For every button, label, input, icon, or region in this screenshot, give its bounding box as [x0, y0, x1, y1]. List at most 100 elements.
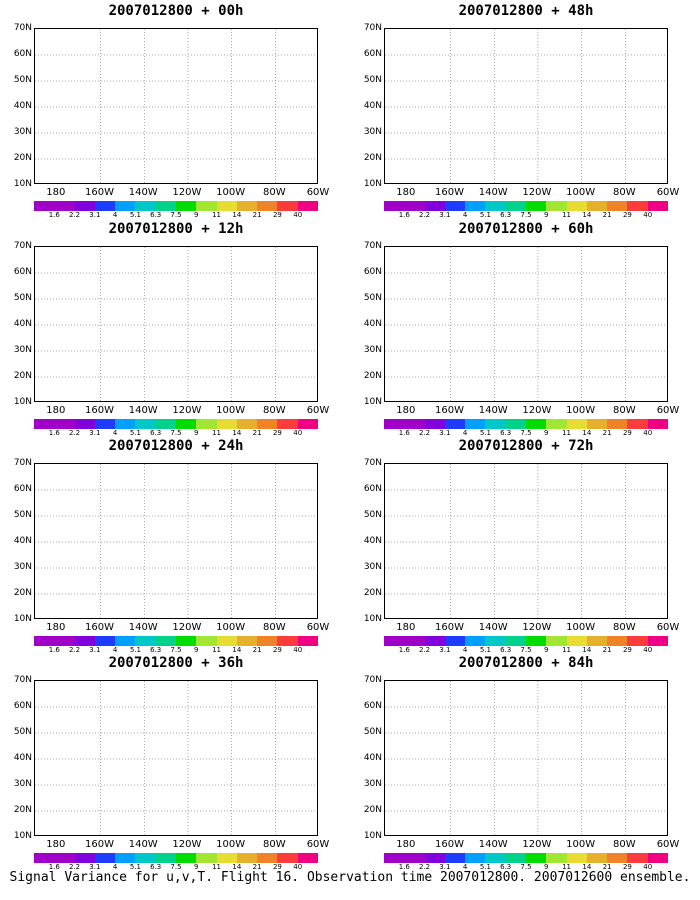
colorbar-label: 40 — [643, 211, 653, 219]
colorbar-swatch — [505, 419, 526, 429]
latitude-label: 20N — [363, 805, 382, 815]
latitude-label: 50N — [363, 293, 382, 303]
colorbar-swatch — [424, 201, 445, 211]
colorbar-swatch — [135, 636, 156, 646]
colorbar-swatch — [647, 853, 668, 863]
colorbar-label: 3.1 — [89, 429, 101, 437]
colorbar-swatch — [297, 636, 318, 646]
colorbar-label: 5.1 — [479, 646, 491, 654]
latitude-label: 40N — [363, 536, 382, 546]
colorbar-labels: 1.6 2.2 3.1 4 5.1 6.3 7.5 9 11 14 21 29 40 — [384, 429, 668, 439]
colorbar-label: 29 — [272, 863, 282, 871]
colorbar-swatch — [404, 201, 425, 211]
variance-map — [34, 463, 318, 619]
colorbar-swatch — [257, 201, 278, 211]
colorbar-swatch — [115, 636, 136, 646]
colorbar-swatch — [566, 419, 587, 429]
longitude-label: 80W — [612, 405, 636, 416]
colorbar-swatch — [485, 853, 506, 863]
colorbar-label: 7.5 — [170, 429, 182, 437]
longitude-label: 100W — [216, 839, 246, 850]
latitude-label: 20N — [13, 805, 32, 815]
longitude-label: 180 — [396, 622, 416, 633]
latitude-label: 30N — [363, 345, 382, 355]
latitude-label: 70N — [13, 675, 32, 685]
colorbar-swatch — [586, 201, 608, 211]
variance-map — [34, 680, 318, 836]
longitude-label: 160W — [435, 405, 465, 416]
latitude-label: 20N — [13, 371, 32, 381]
colorbar-swatch — [485, 419, 506, 429]
map-panel: 2007012800 + 72h 70N 60N 50N 40N 30N 20N 10N 180… — [350, 435, 690, 657]
colorbar-swatch — [525, 201, 547, 211]
colorbar-label: 21 — [602, 646, 612, 654]
colorbar-label: 5.1 — [479, 429, 491, 437]
colorbar-label: 6.3 — [500, 211, 512, 219]
latitude-label: 60N — [363, 49, 382, 59]
colorbar-label: 4 — [112, 646, 118, 654]
colorbar-label: 3.1 — [439, 211, 451, 219]
longitude-label: 140W — [478, 839, 508, 850]
latitude-label: 50N — [363, 510, 382, 520]
panel-title: 2007012800 + 84h — [458, 655, 594, 671]
colorbar-label: 9 — [544, 646, 549, 654]
colorbar-swatch — [54, 419, 75, 429]
longitude-label: 80W — [612, 187, 636, 198]
longitude-label: 60W — [306, 622, 330, 633]
colorbar-label: 29 — [272, 646, 282, 654]
colorbar-swatch — [505, 201, 526, 211]
latitude-label: 30N — [13, 562, 32, 572]
longitude-label: 140W — [128, 622, 158, 633]
latitude-label: 70N — [363, 458, 382, 468]
colorbar-label: 21 — [602, 863, 612, 871]
colorbar-swatch — [444, 201, 466, 211]
latitude-label: 10N — [363, 614, 382, 624]
latitude-label: 60N — [13, 701, 32, 711]
panel-title: 2007012800 + 12h — [108, 221, 244, 237]
latitude-label: 70N — [363, 23, 382, 33]
colorbar-swatch — [196, 853, 217, 863]
latitude-label: 70N — [13, 23, 32, 33]
colorbar-swatch — [424, 853, 445, 863]
colorbar-swatch — [216, 853, 237, 863]
colorbar-labels: 1.6 2.2 3.1 4 5.1 6.3 7.5 9 11 14 21 29 40 — [384, 646, 668, 656]
colorbar-label: 11 — [212, 863, 222, 871]
colorbar-swatch — [297, 419, 318, 429]
latitude-label: 20N — [13, 153, 32, 163]
latitude-label: 50N — [13, 293, 32, 303]
latitude-label: 30N — [363, 562, 382, 572]
colorbar-label: 4 — [112, 429, 118, 437]
colorbar-label: 7.5 — [170, 646, 182, 654]
colorbar — [34, 419, 318, 429]
longitude-label: 140W — [128, 187, 158, 198]
colorbar-swatch — [404, 853, 425, 863]
colorbar-swatch — [607, 201, 628, 211]
longitude-label: 140W — [478, 187, 508, 198]
colorbar-label: 14 — [582, 646, 592, 654]
longitude-label: 100W — [566, 187, 596, 198]
colorbar-swatch — [404, 419, 425, 429]
colorbar-swatch — [236, 853, 258, 863]
colorbar-swatch — [54, 636, 75, 646]
colorbar-label: 9 — [544, 863, 549, 871]
colorbar-label: 14 — [232, 429, 242, 437]
latitude-label: 40N — [13, 753, 32, 763]
colorbar-label: 3.1 — [89, 646, 101, 654]
colorbar-label: 2.2 — [68, 429, 81, 437]
colorbar-swatch — [175, 853, 197, 863]
map-panel: 2007012800 + 36h 70N 60N 50N 40N 30N 20N 10N 180… — [0, 652, 340, 874]
colorbar-label: 9 — [544, 211, 549, 219]
latitude-label: 70N — [363, 675, 382, 685]
colorbar-swatch — [216, 419, 237, 429]
colorbar-swatch — [74, 636, 95, 646]
colorbar-label: 11 — [212, 211, 222, 219]
colorbar-label: 1.6 — [398, 646, 410, 654]
colorbar-swatch — [297, 853, 318, 863]
colorbar-label: 40 — [643, 429, 653, 437]
colorbar-label: 4 — [112, 863, 118, 871]
colorbar-label: 1.6 — [48, 646, 60, 654]
longitude-label: 180 — [396, 839, 416, 850]
longitude-label: 120W — [172, 839, 202, 850]
latitude-label: 20N — [13, 588, 32, 598]
latitude-label: 10N — [13, 397, 32, 407]
